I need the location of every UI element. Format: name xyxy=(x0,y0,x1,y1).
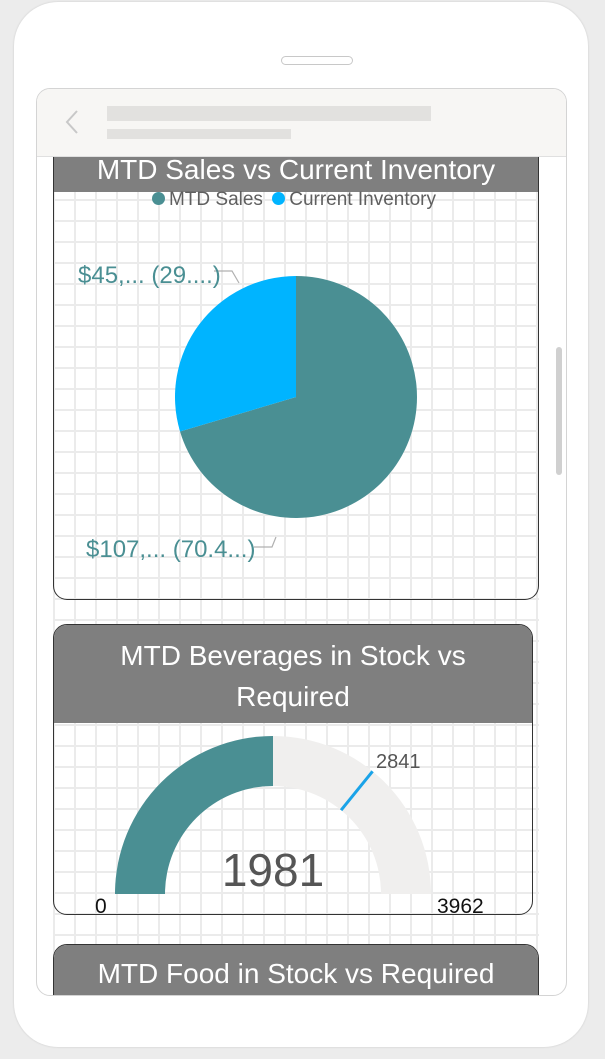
phone-speaker xyxy=(281,56,353,65)
legend-marker xyxy=(151,192,165,205)
gauge-value-arc xyxy=(115,736,273,894)
slice-label-inventory: $45,... (29....) xyxy=(78,262,221,289)
chevron-left-icon[interactable] xyxy=(63,109,83,135)
report-canvas[interactable]: MTD Sales vs Current Inventory MTD Sales… xyxy=(37,157,566,995)
chart-legend: MTD Sales Current Inventory xyxy=(54,189,538,211)
card-title: MTD Food in Stock vs Required xyxy=(54,945,538,995)
legend-label: Current Inventory xyxy=(289,189,437,210)
pie-chart[interactable]: $45,... (29....) $107,... (70.4...) xyxy=(54,157,538,599)
gauge-min-label: 0 xyxy=(95,895,107,915)
pie-slice-current-inventory[interactable] xyxy=(175,276,296,432)
legend-item-mtd-sales[interactable]: MTD Sales xyxy=(151,189,268,210)
leader-line-inventory xyxy=(214,270,240,284)
scrollbar-thumb[interactable] xyxy=(556,347,562,475)
sales-inventory-card[interactable]: MTD Sales vs Current Inventory MTD Sales… xyxy=(53,157,539,600)
food-stock-card[interactable]: MTD Food in Stock vs Required xyxy=(53,944,539,995)
gauge-max-label: 3962 xyxy=(437,895,484,915)
legend-item-current-inventory[interactable]: Current Inventory xyxy=(272,189,436,210)
legend-label: MTD Sales xyxy=(168,189,263,210)
card-title: MTD Sales vs Current Inventory xyxy=(54,157,538,192)
subtitle-placeholder xyxy=(107,129,291,139)
beverages-stock-card[interactable]: MTD Beverages in Stock vs Required 2841 … xyxy=(53,624,533,915)
legend-marker xyxy=(272,192,286,205)
gauge-chart[interactable]: 2841 1981 0 3962 xyxy=(54,727,532,915)
gauge-value-label: 1981 xyxy=(222,844,324,896)
app-screen: MTD Sales vs Current Inventory MTD Sales… xyxy=(36,88,567,996)
gauge-target-label: 2841 xyxy=(376,751,421,773)
gauge-target-marker xyxy=(339,770,374,812)
pie-slice-mtd-sales[interactable] xyxy=(180,276,418,518)
card-title: MTD Beverages in Stock vs Required xyxy=(54,625,532,723)
slice-label-sales: $107,... (70.4...) xyxy=(86,536,255,563)
leader-line-sales xyxy=(254,536,277,548)
top-bar xyxy=(37,89,566,157)
title-placeholder xyxy=(107,106,431,121)
